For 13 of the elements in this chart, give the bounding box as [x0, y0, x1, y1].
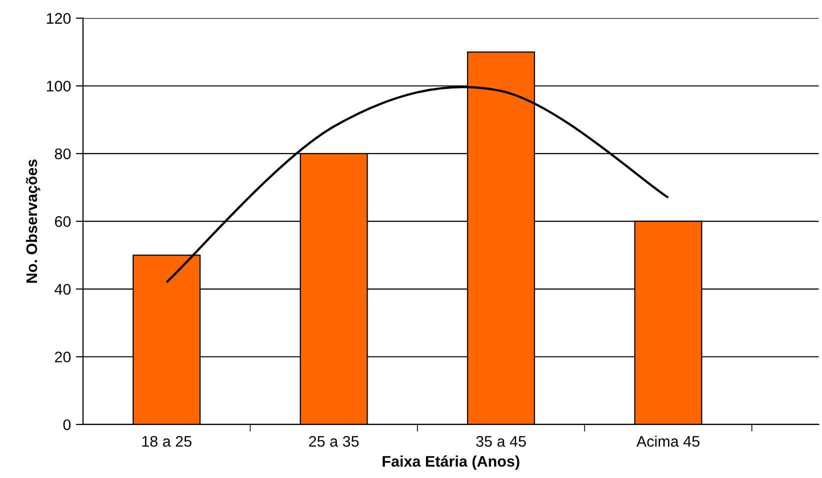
y-tick-label: 20	[54, 352, 71, 362]
x-tick-label: 35 a 45	[476, 436, 526, 447]
y-tick-label: 60	[55, 216, 71, 227]
y-tick-label: 0	[63, 419, 71, 430]
y-tick-label: 40	[54, 284, 71, 295]
x-tick-label: 18 a 25	[142, 436, 192, 447]
y-tick-label: 100	[46, 80, 71, 92]
x-tick-label: Acima 45	[636, 436, 700, 447]
y-tick-label: 80	[54, 148, 71, 160]
y-tick-label: 120	[46, 13, 71, 24]
x-tick-label: 25 a 35	[309, 436, 359, 447]
x-axis-title: Faixa Etária (Anos)	[382, 455, 520, 470]
y-axis-title: No. Observações	[26, 160, 40, 283]
